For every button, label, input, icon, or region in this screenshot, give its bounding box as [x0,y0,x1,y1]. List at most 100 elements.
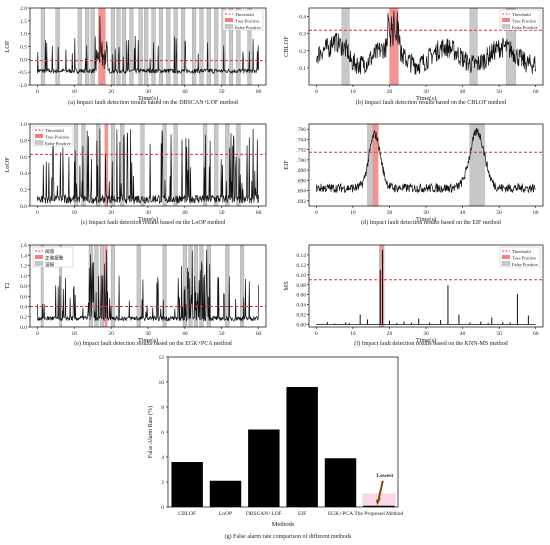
x-tick-label: 40 [460,210,466,216]
x-tick-label: DBSCAN+LOF [246,511,282,517]
y-tick-label: 8 [161,405,164,411]
false-positive-band [85,7,90,86]
signal-line [315,10,537,75]
legend-label: True Positive [45,135,69,140]
y-tick-label: 0.04 [296,303,306,309]
y-tick-label: .700 [296,158,306,164]
x-tick-label: 0 [315,210,318,216]
legend-label: Threshold [512,12,531,17]
y-tick-label: 0.10 [296,273,306,279]
legend-label: False Positive [512,25,538,30]
panel-caption: (d) Impact fault detection results based… [361,219,501,226]
legend-label: False Positive [235,25,261,30]
y-tick-label: 1.0 [20,32,27,38]
x-tick-label: The Proposed Method [354,511,403,517]
legend-label: False Positive [45,141,71,146]
false-positive-band [90,7,95,86]
y-tick-label: 1.4 [20,253,27,259]
y-tick-label: 0.0 [20,57,27,63]
y-tick-label: 0.2 [20,188,27,194]
legend-false-positive-swatch [34,261,44,266]
plot-frame [308,123,544,207]
x-tick-label: 30 [423,210,429,216]
x-tick-label: 10 [72,331,78,337]
x-tick-label: 10 [350,331,356,337]
x-tick-label: 60 [533,210,539,216]
x-tick-label: EGK+PCA [328,511,353,517]
x-tick-label: 30 [145,331,151,337]
y-axis-label: LoOP [4,157,11,173]
chart-panel-c: 0 10 20 30 40 50 60 0.0 0.2 0.4 0.6 0.8 1.0 Time(s) Lo… [4,122,267,226]
y-tick-label: 4 [161,455,164,461]
false-positive-band [214,7,219,86]
y-tick-label: 0.06 [296,293,306,299]
x-tick-label: 0 [36,210,39,216]
y-tick-label: 0.2 [299,49,306,55]
bar [171,462,203,507]
x-axis-label: Methods [272,521,295,528]
panel-caption: (g) False alarm rate comparison of diffe… [225,533,352,540]
chart-panel-g: CBLOF LoOP DBSCAN+LOF EIF EGK+PCA The Propose… [147,355,404,540]
false-positive-band [158,7,163,86]
x-tick-label: 40 [460,331,466,337]
legend-label: True Positive [512,256,536,261]
x-tick-label: 30 [423,331,429,337]
chart-panel-e: 0 10 20 30 40 50 60 0.0 0.2 0.4 0.6 0.8 1.0 1.2 1.4 1.6… [4,243,267,347]
bar [324,458,357,507]
y-tick-label: .702 [296,148,306,154]
x-tick-label: 60 [256,331,262,337]
y-tick-label: 10 [159,380,165,386]
false-positive-band [199,7,204,86]
signal-line [37,128,259,205]
x-tick-label: 0 [315,89,318,95]
y-axis-label: T2 [4,282,11,289]
x-tick-label: 20 [387,210,393,216]
y-tick-label: 0.0 [20,325,27,331]
y-tick-label: 0.4 [20,305,27,311]
panel-caption: (a) Impact fault detection results based… [68,99,238,106]
x-tick-label: 60 [533,331,539,337]
bar [286,387,318,507]
y-tick-label: 1.2 [20,264,27,270]
y-tick-label: 0.4 [20,171,27,177]
x-tick-label: 0 [315,331,318,337]
bar [209,480,242,507]
false-positive-band [129,7,134,86]
x-axis-label: Time(s) [416,95,436,102]
false-positive-band [138,7,143,86]
y-axis-label: LOF [4,40,11,53]
signal-line [315,127,536,194]
legend-label: True Positive [512,19,536,24]
legend-true-positive-swatch [225,18,233,22]
x-tick-label: 50 [496,331,502,337]
x-tick-label: 10 [72,210,78,216]
annotation-arrowhead [375,498,381,506]
false-positive-band [140,123,145,207]
false-positive-band [40,7,45,86]
x-tick-label: LoOP [219,511,232,517]
x-tick-label: 30 [145,210,151,216]
x-tick-label: 50 [496,89,502,95]
y-tick-label: 6 [161,430,164,436]
false-positive-band [180,7,186,86]
x-tick-label: 40 [182,210,188,216]
y-tick-label: .696 [296,178,306,184]
y-tick-label: -0.5 [18,70,27,76]
x-tick-label: 30 [145,89,151,95]
y-tick-label: 0.8 [20,284,27,290]
legend-false-positive-swatch [501,24,511,29]
y-axis-label: CBLOF [283,36,290,57]
legend-true-positive-swatch [502,18,510,22]
y-axis-label: False Alarm Rate (%) [147,406,154,458]
y-tick-label: .706 [296,127,306,133]
y-tick-label: 0.5 [20,45,27,51]
x-tick-label: 10 [72,89,78,95]
x-axis-label: Time(s) [138,95,158,102]
panel-caption: (c) Impact fault detection results based… [81,219,226,226]
x-tick-label: 50 [496,210,502,216]
